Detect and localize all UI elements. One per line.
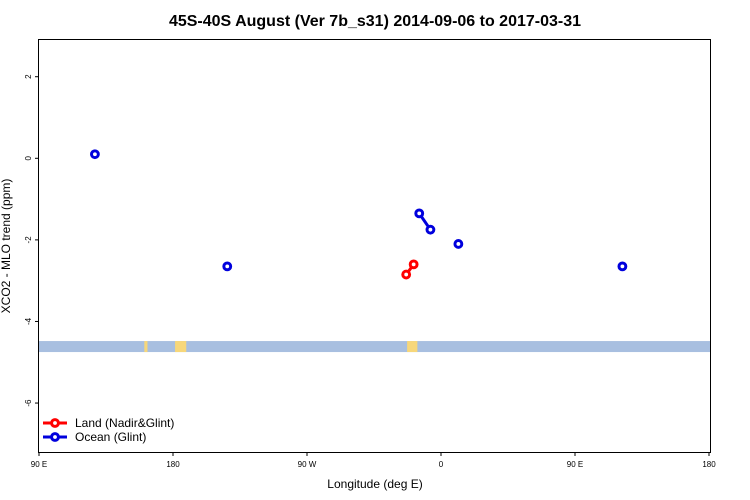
land-segment-1 <box>175 341 187 353</box>
x-tick-label: 90 E <box>31 460 47 469</box>
x-tick-label: 90 W <box>298 460 317 469</box>
ocean-point <box>425 224 436 235</box>
data-points <box>90 149 628 280</box>
ocean-point <box>617 261 628 272</box>
x-tick-label: 90 E <box>567 460 583 469</box>
y-tick-label: 2 <box>24 74 33 79</box>
legend-marker <box>50 432 60 442</box>
x-tick-label: 180 <box>702 460 716 469</box>
legend-marker <box>50 418 60 428</box>
y-tick-label: -2 <box>24 236 33 244</box>
y-tick-label: -4 <box>24 317 33 325</box>
land-point <box>401 269 412 280</box>
x-tick-label: 180 <box>166 460 180 469</box>
y-axis-title: XCO2 - MLO trend (ppm) <box>0 179 13 314</box>
land-segment-0 <box>144 341 148 353</box>
y-axis: 2 0 -2 -4 -6 <box>24 74 39 407</box>
ocean-point <box>453 239 464 249</box>
x-axis-title: Longitude (deg E) <box>327 477 422 491</box>
legend: Land (Nadir&Glint)Ocean (Glint) <box>43 416 174 444</box>
plot-area-frame <box>38 39 711 453</box>
ocean-point <box>222 261 233 272</box>
legend-label: Ocean (Glint) <box>75 430 146 444</box>
x-axis: 90 E 180 90 W 0 90 E 180 <box>31 452 716 469</box>
ocean-point <box>90 149 100 160</box>
chart-title: 45S-40S August (Ver 7b_s31) 2014-09-06 t… <box>169 13 581 30</box>
land-point <box>408 259 419 270</box>
y-tick-label: 0 <box>24 156 33 161</box>
ocean-point <box>414 208 425 219</box>
ocean-band <box>39 341 710 353</box>
land-segment-2 <box>407 341 418 353</box>
legend-label: Land (Nadir&Glint) <box>75 416 174 430</box>
y-tick-label: -6 <box>24 399 33 407</box>
land-ocean-band <box>39 341 710 353</box>
x-tick-label: 0 <box>439 460 444 469</box>
